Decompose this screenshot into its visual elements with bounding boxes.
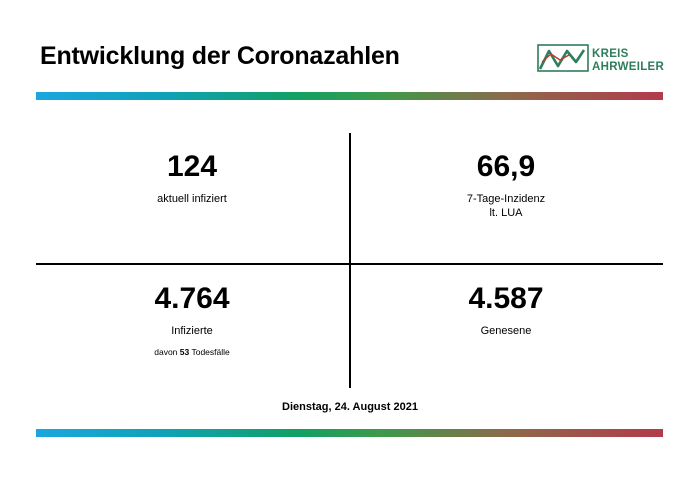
infected-label: Infizierte	[171, 325, 213, 337]
recovered-cell: 4.587 Genesene	[376, 282, 636, 338]
deaths-count: 53	[179, 347, 190, 357]
incidence-label-line-1: 7-Tage-Inzidenz	[466, 193, 546, 205]
kreis-ahrweiler-logo-icon	[537, 44, 589, 72]
active-cases-value: 124	[166, 150, 218, 183]
infected-cell: 4.764 Infizierte davon 53 Todesfälle	[62, 282, 322, 358]
logo-text: KREIS AHRWEILER	[592, 48, 664, 74]
deaths-note: davon 53 Todesfälle	[62, 346, 322, 358]
top-gradient-bar	[36, 92, 663, 100]
recovered-value: 4.587	[468, 282, 544, 315]
recovered-label: Genesene	[480, 325, 532, 337]
logo: KREIS AHRWEILER	[536, 42, 676, 76]
active-cases-label: aktuell infiziert	[157, 193, 227, 205]
incidence-label-line-2: lt. LUA	[489, 207, 523, 219]
bottom-gradient-bar	[36, 429, 663, 437]
report-date: Dienstag, 24. August 2021	[282, 401, 418, 413]
vertical-divider	[349, 133, 351, 388]
incidence-value: 66,9	[476, 150, 536, 183]
incidence-cell: 66,9 7-Tage-Inzidenz lt. LUA	[376, 150, 636, 220]
logo-line-2: AHRWEILER	[592, 61, 665, 73]
incidence-label: 7-Tage-Inzidenz lt. LUA	[376, 192, 636, 220]
horizontal-divider	[36, 263, 663, 265]
deaths-prefix: davon	[154, 347, 178, 357]
page-title: Entwicklung der Coronazahlen	[40, 42, 400, 70]
infected-value: 4.764	[154, 282, 230, 315]
logo-line-1: KREIS	[592, 48, 629, 60]
deaths-suffix: Todesfälle	[191, 347, 230, 357]
active-cases-cell: 124 aktuell infiziert	[62, 150, 322, 206]
